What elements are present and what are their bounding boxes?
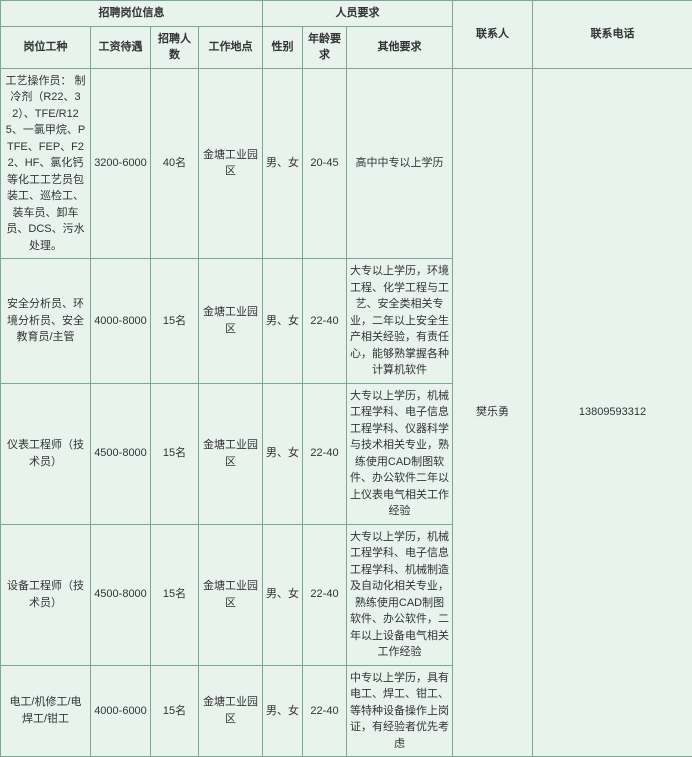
header-age: 年龄要求 — [303, 26, 347, 68]
cell-job: 安全分析员、环境分析员、安全教育员/主管 — [1, 259, 91, 384]
cell-salary: 4000-6000 — [91, 665, 151, 757]
header-other: 其他要求 — [347, 26, 453, 68]
cell-count: 15名 — [151, 259, 199, 384]
header-count: 招聘人数 — [151, 26, 199, 68]
cell-count: 40名 — [151, 68, 199, 259]
cell-location: 金塘工业园区 — [199, 524, 263, 665]
cell-other: 中专以上学历，具有电工、焊工、钳工、等特种设备操作上岗证，有经验者优先考虑 — [347, 665, 453, 757]
recruitment-table: 招聘岗位信息 人员要求 联系人 联系电话 岗位工种 工资待遇 招聘人数 工作地点… — [0, 0, 692, 757]
cell-other: 大专以上学历，机械工程学科、电子信息工程学科、机械制造及自动化相关专业，熟练使用… — [347, 524, 453, 665]
cell-sex: 男、女 — [263, 68, 303, 259]
cell-job: 设备工程师（技术员） — [1, 524, 91, 665]
cell-other: 大专以上学历，环境工程、化学工程与工艺、安全类相关专业，二年以上安全生产相关经验… — [347, 259, 453, 384]
cell-location: 金塘工业园区 — [199, 259, 263, 384]
cell-sex: 男、女 — [263, 665, 303, 757]
cell-age: 22-40 — [303, 524, 347, 665]
cell-count: 15名 — [151, 665, 199, 757]
header-salary: 工资待遇 — [91, 26, 151, 68]
header-sex: 性别 — [263, 26, 303, 68]
cell-location: 金塘工业园区 — [199, 68, 263, 259]
header-location: 工作地点 — [199, 26, 263, 68]
cell-count: 15名 — [151, 383, 199, 524]
cell-count: 15名 — [151, 524, 199, 665]
cell-age: 20-45 — [303, 68, 347, 259]
header-contact: 联系人 — [453, 1, 533, 69]
cell-salary: 4000-8000 — [91, 259, 151, 384]
cell-sex: 男、女 — [263, 524, 303, 665]
cell-age: 22-40 — [303, 383, 347, 524]
cell-sex: 男、女 — [263, 383, 303, 524]
header-phone: 联系电话 — [533, 1, 692, 69]
cell-phone: 13809593312 — [533, 68, 692, 757]
cell-job: 工艺操作员： 制冷剂（R22、32）、TFE/R125、一氯甲烷、PTFE、FE… — [1, 68, 91, 259]
header-job: 岗位工种 — [1, 26, 91, 68]
cell-other: 大专以上学历，机械工程学科、电子信息工程学科、仪器科学与技术相关专业，熟练使用C… — [347, 383, 453, 524]
cell-location: 金塘工业园区 — [199, 383, 263, 524]
cell-sex: 男、女 — [263, 259, 303, 384]
table-row: 工艺操作员： 制冷剂（R22、32）、TFE/R125、一氯甲烷、PTFE、FE… — [1, 68, 692, 259]
cell-location: 金塘工业园区 — [199, 665, 263, 757]
header-group-requirements: 人员要求 — [263, 1, 453, 27]
cell-contact: 樊乐勇 — [453, 68, 533, 757]
cell-age: 22-40 — [303, 665, 347, 757]
cell-job: 仪表工程师（技术员） — [1, 383, 91, 524]
cell-salary: 3200-6000 — [91, 68, 151, 259]
cell-age: 22-40 — [303, 259, 347, 384]
cell-salary: 4500-8000 — [91, 383, 151, 524]
cell-other: 高中中专以上学历 — [347, 68, 453, 259]
table-body: 工艺操作员： 制冷剂（R22、32）、TFE/R125、一氯甲烷、PTFE、FE… — [1, 68, 692, 757]
cell-salary: 4500-8000 — [91, 524, 151, 665]
header-group-jobinfo: 招聘岗位信息 — [1, 1, 263, 27]
cell-job: 电工/机修工/电焊工/钳工 — [1, 665, 91, 757]
